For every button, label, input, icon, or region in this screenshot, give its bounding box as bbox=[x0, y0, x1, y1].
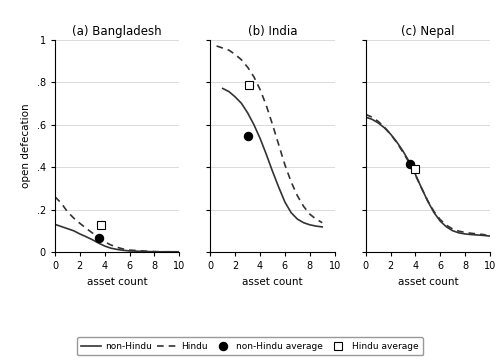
Title: (c) Nepal: (c) Nepal bbox=[401, 26, 454, 39]
Title: (a) Bangladesh: (a) Bangladesh bbox=[72, 26, 162, 39]
X-axis label: asset count: asset count bbox=[398, 276, 458, 287]
Legend: non-Hindu, Hindu, non-Hindu average, Hindu average: non-Hindu, Hindu, non-Hindu average, Hin… bbox=[77, 337, 423, 355]
Title: (b) India: (b) India bbox=[248, 26, 297, 39]
X-axis label: asset count: asset count bbox=[87, 276, 148, 287]
Y-axis label: open defecation: open defecation bbox=[21, 103, 31, 188]
X-axis label: asset count: asset count bbox=[242, 276, 303, 287]
